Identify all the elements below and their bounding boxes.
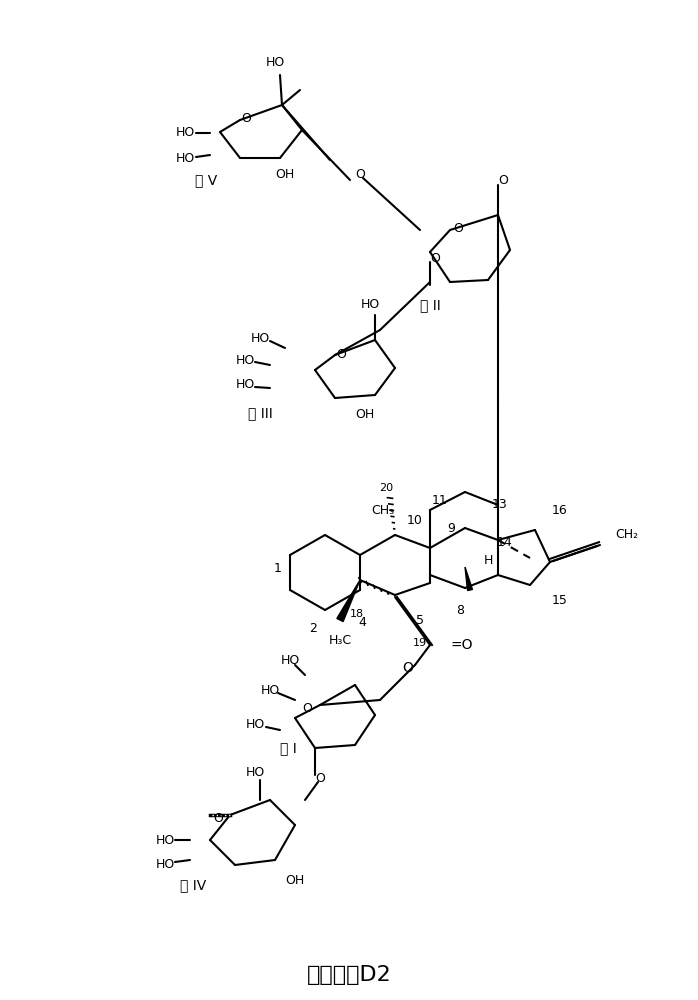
Text: OH: OH xyxy=(285,874,304,886)
Text: O: O xyxy=(355,168,365,182)
Text: H₃C: H₃C xyxy=(329,634,352,647)
Text: O: O xyxy=(336,348,346,360)
Text: HO: HO xyxy=(176,126,195,139)
Text: CH₂: CH₂ xyxy=(615,528,638,542)
Text: HO: HO xyxy=(176,151,195,164)
Text: 14: 14 xyxy=(497,536,513,550)
Text: HO: HO xyxy=(281,654,300,666)
Polygon shape xyxy=(465,567,473,591)
Text: 糖 I: 糖 I xyxy=(280,741,297,755)
Text: O: O xyxy=(213,812,223,824)
Text: 11: 11 xyxy=(432,493,448,506)
Text: 5: 5 xyxy=(416,613,424,626)
Text: O: O xyxy=(315,772,325,784)
Text: HO: HO xyxy=(246,766,265,780)
Text: 8: 8 xyxy=(456,603,464,616)
Text: HO: HO xyxy=(251,332,270,344)
Text: HO: HO xyxy=(246,718,265,732)
Text: HO: HO xyxy=(360,298,380,312)
Text: O: O xyxy=(498,174,508,186)
Text: O: O xyxy=(430,251,440,264)
Text: O: O xyxy=(403,661,413,675)
Text: 菜鲍迪苷D2: 菜鲍迪苷D2 xyxy=(306,965,392,985)
Text: 1: 1 xyxy=(274,562,282,574)
Text: CH₃: CH₃ xyxy=(371,504,394,516)
Text: 糖 V: 糖 V xyxy=(195,173,217,187)
Text: HO: HO xyxy=(156,834,175,846)
Text: HO: HO xyxy=(236,354,255,366)
Text: =O: =O xyxy=(450,638,473,652)
Text: 16: 16 xyxy=(552,504,568,516)
Text: 19: 19 xyxy=(413,638,427,648)
Text: OH: OH xyxy=(355,408,375,422)
Text: HO: HO xyxy=(236,378,255,391)
Text: OH: OH xyxy=(276,168,295,182)
Text: 糖 II: 糖 II xyxy=(419,298,440,312)
Polygon shape xyxy=(337,580,360,622)
Text: 9: 9 xyxy=(447,522,455,534)
Text: 糖 III: 糖 III xyxy=(248,406,272,420)
Text: HO: HO xyxy=(156,858,175,871)
Text: 15: 15 xyxy=(552,593,568,606)
Text: 4: 4 xyxy=(358,615,366,629)
Text: 13: 13 xyxy=(492,498,508,512)
Text: 18: 18 xyxy=(350,609,364,619)
Text: 20: 20 xyxy=(379,483,393,493)
Text: O: O xyxy=(241,112,251,125)
Text: O: O xyxy=(453,222,463,234)
Text: H: H xyxy=(483,554,493,566)
Text: 2: 2 xyxy=(309,621,317,635)
Text: 糖 IV: 糖 IV xyxy=(180,878,206,892)
Text: O: O xyxy=(302,702,312,714)
Text: 10: 10 xyxy=(407,514,423,526)
Text: HO: HO xyxy=(261,684,280,696)
Text: HO: HO xyxy=(265,56,285,70)
